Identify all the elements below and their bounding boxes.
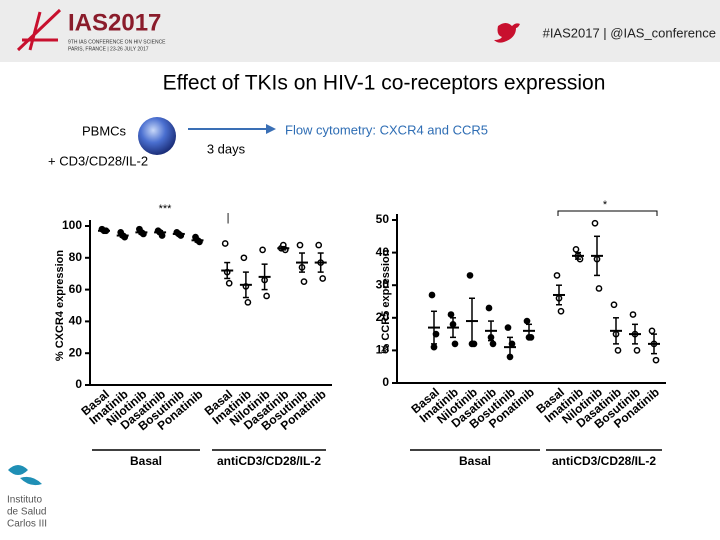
arrow-head (266, 124, 276, 134)
y-tick-label: 10 (376, 343, 390, 357)
y-axis-label: % CXCR4 expression (54, 250, 66, 362)
group-label: Basal (130, 454, 162, 468)
y-tick-label: 40 (376, 245, 390, 259)
institute-icon (8, 465, 42, 486)
header-band (0, 0, 720, 62)
data-point (591, 219, 599, 227)
data-point (614, 347, 622, 354)
data-point (553, 272, 561, 279)
cells-label: PBMCs (82, 123, 127, 138)
institute-text: Instituto (7, 495, 42, 506)
institute-text: de Salud (7, 507, 46, 518)
y-tick-label: 30 (376, 277, 390, 291)
duration-label: 3 days (207, 141, 246, 156)
data-point (225, 279, 233, 287)
data-point (296, 241, 304, 249)
data-point (428, 291, 436, 299)
data-point (240, 254, 248, 262)
data-point (485, 304, 493, 312)
logo-line: PARIS, FRANCE | 23-26 JULY 2017 (68, 46, 149, 52)
y-tick-label: 0 (75, 377, 82, 391)
logo-icon (16, 8, 62, 52)
group-label: Basal (459, 454, 491, 468)
y-tick-label: 100 (62, 218, 82, 232)
data-point (595, 285, 603, 292)
data-point (504, 324, 512, 331)
institute-logo: Instituto de Salud Carlos III (7, 465, 47, 530)
method-label: Flow cytometry: CXCR4 and CCR5 (285, 122, 488, 137)
data-point (259, 246, 266, 254)
data-point (430, 343, 438, 351)
group-label: antiCD3/CD28/IL-2 (217, 454, 321, 468)
stimulus-label: + CD3/CD28/IL-2 (48, 153, 148, 168)
significance-bracket (557, 210, 658, 216)
data-point (315, 241, 323, 249)
y-tick-label: 80 (69, 250, 83, 264)
slide-title: Effect of TKIs on HIV-1 co-receptors exp… (163, 72, 606, 95)
data-point (263, 292, 270, 300)
data-point (244, 298, 252, 306)
data-point (648, 327, 656, 335)
data-point (466, 272, 474, 279)
data-point (489, 340, 497, 348)
annotation: | (227, 212, 230, 224)
data-point (447, 311, 455, 318)
data-point (557, 307, 565, 315)
data-point (319, 275, 327, 282)
y-tick-label: 60 (69, 282, 83, 296)
data-point (451, 340, 459, 348)
data-point (523, 317, 531, 325)
y-axis-label: % CCR5 expression (380, 249, 392, 353)
data-point (572, 245, 580, 253)
institute-text: Carlos III (7, 519, 47, 530)
logo-line: 9TH IAS CONFERENCE ON HIV SCIENCE (68, 39, 166, 45)
data-point (629, 311, 637, 318)
y-tick-label: 20 (69, 345, 83, 359)
data-point (610, 301, 618, 309)
data-point (221, 240, 229, 247)
group-label: antiCD3/CD28/IL-2 (552, 454, 656, 468)
annotation: * (603, 199, 608, 211)
annotation: *** (159, 203, 173, 215)
cell-icon (138, 117, 176, 155)
data-point (652, 356, 660, 364)
data-point (633, 347, 641, 354)
data-point (300, 278, 308, 285)
y-tick-label: 50 (376, 212, 390, 226)
logo: IAS2017 (68, 9, 161, 36)
y-tick-label: 0 (382, 375, 389, 389)
hashtag: #IAS2017 | @IAS_conference (543, 25, 716, 40)
bird-icon (494, 23, 520, 43)
y-tick-label: 20 (376, 310, 390, 324)
y-tick-label: 40 (69, 314, 83, 328)
